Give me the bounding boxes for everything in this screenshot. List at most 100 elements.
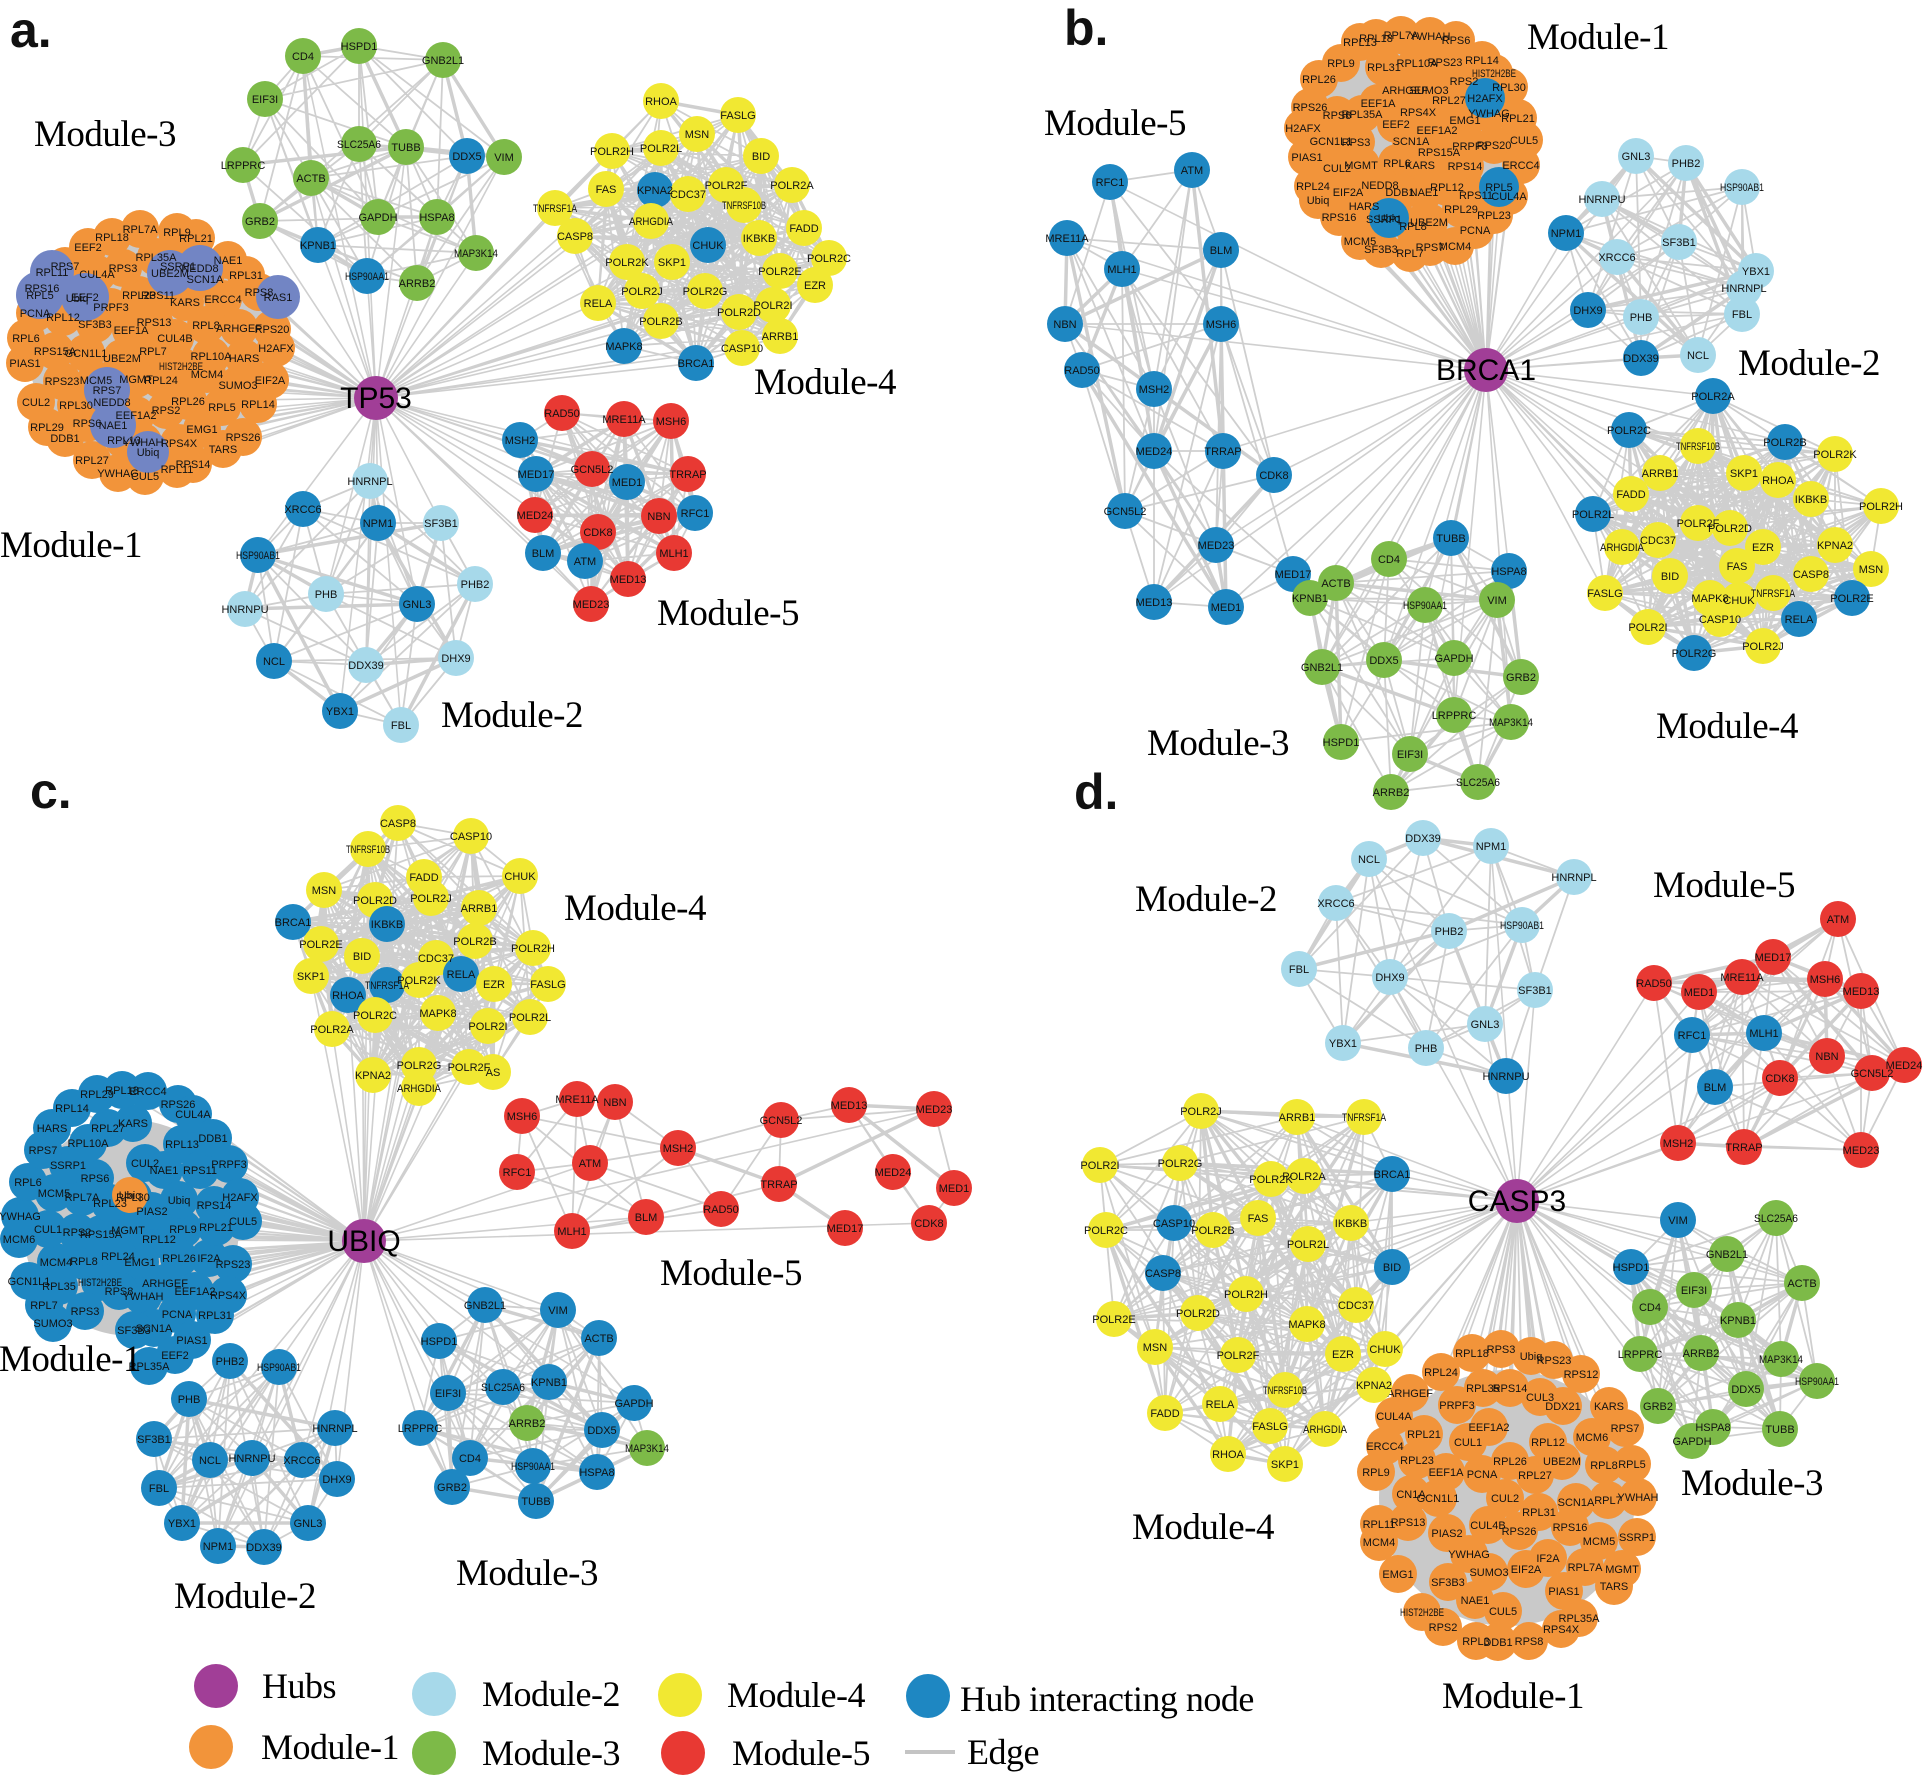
svg-text:Module-2: Module-2 — [1738, 343, 1880, 384]
svg-text:XRCC6: XRCC6 — [283, 1455, 320, 1467]
svg-text:MSN: MSN — [685, 129, 710, 141]
svg-text:EEF2: EEF2 — [161, 1350, 189, 1362]
svg-text:RPL29: RPL29 — [1444, 204, 1478, 216]
svg-text:CUL2: CUL2 — [22, 397, 50, 409]
svg-text:Ubiq: Ubiq — [1378, 213, 1401, 225]
svg-text:MAPK8: MAPK8 — [419, 1008, 456, 1020]
svg-text:NAE1: NAE1 — [99, 420, 128, 432]
svg-text:PRPF3: PRPF3 — [93, 302, 128, 314]
svg-text:MED24: MED24 — [517, 510, 554, 522]
svg-text:IKBKB: IKBKB — [371, 919, 403, 931]
svg-text:CDK8: CDK8 — [1259, 470, 1288, 482]
svg-text:RPS14: RPS14 — [1493, 1383, 1528, 1395]
svg-text:MED17: MED17 — [827, 1223, 864, 1235]
svg-text:HARS: HARS — [37, 1123, 68, 1135]
svg-text:TNFRSF1A: TNFRSF1A — [1342, 1112, 1387, 1124]
svg-text:RPL9: RPL9 — [163, 227, 191, 239]
svg-text:MCM4: MCM4 — [1363, 1537, 1395, 1549]
svg-text:RPL23: RPL23 — [1400, 1455, 1434, 1467]
svg-text:ARRB2: ARRB2 — [1373, 787, 1410, 799]
svg-text:c.: c. — [30, 763, 72, 819]
svg-text:GCN1L1: GCN1L1 — [1310, 136, 1353, 148]
svg-text:PHB2: PHB2 — [461, 579, 490, 591]
svg-text:RPL35A: RPL35A — [1559, 1613, 1601, 1625]
svg-text:POLR2B: POLR2B — [1763, 437, 1806, 449]
svg-text:GNB2L1: GNB2L1 — [1706, 1249, 1748, 1261]
svg-text:POLR2C: POLR2C — [1607, 425, 1651, 437]
svg-text:Ubiq: Ubiq — [137, 447, 160, 459]
svg-text:MSN: MSN — [312, 885, 337, 897]
svg-text:LRPPRC: LRPPRC — [398, 1423, 443, 1435]
svg-text:PCNA: PCNA — [20, 308, 51, 320]
svg-text:CUL4A: CUL4A — [79, 269, 115, 281]
svg-text:POLR2L: POLR2L — [640, 143, 682, 155]
svg-text:GRB2: GRB2 — [1643, 1401, 1673, 1413]
svg-text:EIF2A: EIF2A — [1511, 1564, 1542, 1576]
svg-text:IKBKB: IKBKB — [1795, 494, 1827, 506]
svg-text:CASP10: CASP10 — [721, 343, 763, 355]
svg-text:EIF3I: EIF3I — [1397, 749, 1423, 761]
svg-text:SSRP1: SSRP1 — [1366, 214, 1402, 226]
svg-text:RHOA: RHOA — [332, 990, 364, 1002]
svg-text:RPS16: RPS16 — [1322, 212, 1357, 224]
svg-text:RPL21: RPL21 — [1407, 1429, 1441, 1441]
svg-text:RPL14: RPL14 — [241, 399, 275, 411]
svg-text:RPL8: RPL8 — [70, 1256, 98, 1268]
svg-text:EEF2: EEF2 — [1382, 119, 1410, 131]
svg-text:HNRNPU: HNRNPU — [228, 1453, 275, 1465]
svg-text:BRCA1: BRCA1 — [1374, 1169, 1411, 1181]
svg-text:MED17: MED17 — [1755, 952, 1792, 964]
svg-text:MSH2: MSH2 — [505, 435, 536, 447]
svg-text:RFC1: RFC1 — [1678, 1030, 1707, 1042]
svg-text:RPL27: RPL27 — [1518, 1470, 1552, 1482]
svg-text:RPL12: RPL12 — [46, 312, 80, 324]
svg-text:PIAS1: PIAS1 — [9, 358, 40, 370]
svg-text:RPS11: RPS11 — [183, 1165, 217, 1177]
svg-text:RPL12: RPL12 — [142, 1234, 176, 1246]
svg-text:HSPA8: HSPA8 — [579, 1467, 614, 1479]
svg-text:RPL12: RPL12 — [1531, 1437, 1565, 1449]
svg-text:NEDD8: NEDD8 — [1361, 180, 1398, 192]
svg-text:RPS14: RPS14 — [197, 1200, 232, 1212]
svg-text:YBX1: YBX1 — [168, 1518, 196, 1530]
svg-text:RPL14: RPL14 — [55, 1103, 89, 1115]
svg-text:RPS20: RPS20 — [1477, 140, 1512, 152]
svg-text:TRRAP: TRRAP — [1725, 1142, 1762, 1154]
svg-text:ARRB1: ARRB1 — [762, 331, 799, 343]
svg-text:RFC1: RFC1 — [681, 508, 710, 520]
svg-text:MGMT: MGMT — [1605, 1564, 1639, 1576]
svg-text:RPL35: RPL35 — [42, 1281, 76, 1293]
svg-text:MSH2: MSH2 — [1663, 1138, 1694, 1150]
svg-text:RPL26: RPL26 — [1302, 74, 1336, 86]
svg-text:NAE1: NAE1 — [214, 255, 243, 267]
svg-text:RPS4X: RPS4X — [210, 1290, 247, 1302]
svg-text:Ubiq: Ubiq — [168, 1195, 191, 1207]
svg-text:Module-2: Module-2 — [441, 695, 583, 736]
svg-text:RPL35A: RPL35A — [1342, 109, 1384, 121]
svg-text:EIF2A: EIF2A — [255, 375, 286, 387]
svg-text:CDC37: CDC37 — [1338, 1300, 1374, 1312]
svg-text:MCM4: MCM4 — [191, 369, 223, 381]
svg-text:AS: AS — [486, 1067, 501, 1079]
svg-text:GRB2: GRB2 — [437, 1482, 467, 1494]
svg-text:CD4: CD4 — [459, 1453, 481, 1465]
svg-text:POLR2H: POLR2H — [511, 943, 555, 955]
svg-text:CD4: CD4 — [1378, 554, 1400, 566]
svg-text:b.: b. — [1064, 0, 1108, 56]
svg-text:POLR2D: POLR2D — [1176, 1308, 1220, 1320]
svg-text:TARS: TARS — [209, 444, 238, 456]
svg-text:KPNB1: KPNB1 — [531, 1377, 567, 1389]
svg-text:PCNA: PCNA — [162, 1309, 193, 1321]
svg-text:SCN1A: SCN1A — [1393, 136, 1430, 148]
svg-text:GNL3: GNL3 — [1622, 151, 1651, 163]
svg-text:TNFRSF1A: TNFRSF1A — [365, 980, 410, 992]
svg-text:FBL: FBL — [149, 1483, 169, 1495]
svg-text:CUL5: CUL5 — [1510, 135, 1538, 147]
svg-text:POLR2E: POLR2E — [758, 266, 801, 278]
svg-text:HSP90AB1: HSP90AB1 — [236, 550, 280, 562]
svg-text:DDX5: DDX5 — [452, 151, 481, 163]
svg-text:UBE2M: UBE2M — [151, 268, 189, 280]
svg-text:RPL21: RPL21 — [179, 233, 213, 245]
svg-text:EEF1A: EEF1A — [1361, 98, 1397, 110]
svg-text:RPS16: RPS16 — [1553, 1522, 1588, 1534]
